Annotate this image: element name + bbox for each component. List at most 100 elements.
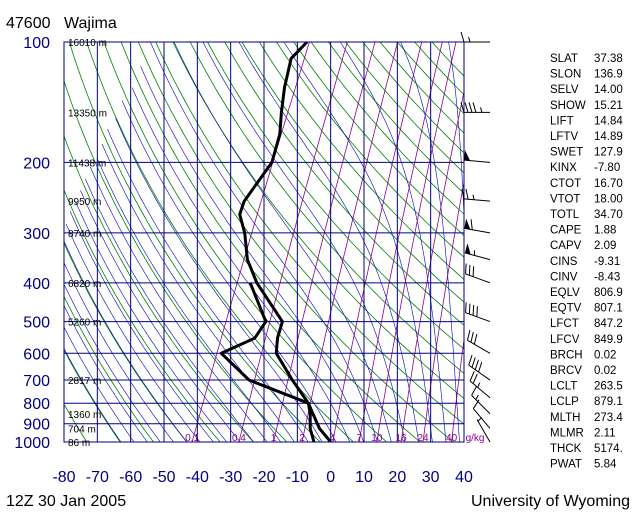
index-name: LFCT <box>550 318 579 330</box>
index-name: BRCH <box>550 349 583 361</box>
station-number: 47600 <box>6 15 51 32</box>
index-name: CINV <box>550 271 578 283</box>
dry-adiabat-line <box>311 42 640 451</box>
wind-barb-full <box>472 358 475 368</box>
index-name: SLON <box>550 69 581 81</box>
index-name: SLAT <box>550 53 578 65</box>
height-label: 704 m <box>68 424 96 435</box>
wind-barb <box>473 400 490 429</box>
wind-barb-staff <box>465 253 490 260</box>
index-name: MLMR <box>550 427 584 439</box>
index-value: 1.88 <box>594 225 616 237</box>
wind-barb-half <box>476 395 478 400</box>
temperature-tick-label: 0 <box>326 469 335 486</box>
temperature-tick-label: -10 <box>286 469 309 486</box>
index-value: 5.84 <box>594 459 617 471</box>
temperature-tick-label: -20 <box>252 469 275 486</box>
temperature-tick-label: 10 <box>355 469 373 486</box>
index-value: 806.9 <box>594 287 623 299</box>
mixing-ratio-label: 24 <box>417 433 429 444</box>
pressure-tick-label: 700 <box>23 373 50 390</box>
temperature-tick-label: -60 <box>119 469 142 486</box>
pressure-tick-label: 500 <box>23 315 50 332</box>
wind-barb <box>466 264 490 283</box>
wind-barb-full <box>474 334 476 344</box>
wind-barb-full <box>472 386 477 395</box>
wind-barb <box>465 243 490 259</box>
temperature-tick-label: -70 <box>86 469 109 486</box>
index-value: -8.43 <box>594 271 620 283</box>
pressure-tick-label: 400 <box>23 276 50 293</box>
wind-barb-full <box>469 304 470 314</box>
height-label: 11438 m <box>68 158 106 169</box>
moist-adiabat-line <box>85 179 260 451</box>
mixing-ratio-line <box>358 42 443 451</box>
moist-adiabat-line <box>150 42 380 451</box>
index-name: THCK <box>550 443 582 455</box>
index-value: 849.9 <box>594 334 623 346</box>
index-value: 807.1 <box>594 303 623 315</box>
mixing-ratio-label: 1 <box>271 433 277 444</box>
height-label: 6820 m <box>68 279 101 290</box>
mixing-ratio-label: g/kg <box>466 433 485 444</box>
wind-barb-half <box>469 37 471 42</box>
index-name: CAPV <box>550 240 582 252</box>
wind-barb-full <box>461 32 464 42</box>
index-name: LCLP <box>550 396 579 408</box>
wind-barb <box>461 32 490 42</box>
index-name: CINS <box>550 256 578 268</box>
pressure-tick-label: 900 <box>23 417 50 434</box>
pressure-tick-label: 200 <box>23 155 50 172</box>
index-value: 0.02 <box>594 365 616 377</box>
height-label: 2817 m <box>68 376 101 387</box>
index-value: 273.4 <box>594 412 623 424</box>
index-name: LFCV <box>550 334 580 346</box>
temperature-tick-label: -30 <box>219 469 242 486</box>
wind-barb-full <box>466 264 467 274</box>
temperature-tick-label: -80 <box>52 469 75 486</box>
temperature-tick-label: -50 <box>152 469 175 486</box>
wind-barb-full <box>473 400 479 409</box>
wind-barb-full <box>470 371 474 381</box>
index-value: 2.09 <box>594 240 616 252</box>
wind-barb <box>464 218 490 232</box>
wind-barb <box>462 189 490 201</box>
mixing-ratio-label: 0.4 <box>232 433 246 444</box>
temperature-tick-label: 20 <box>388 469 406 486</box>
wind-barb-half <box>478 417 482 421</box>
index-value: 5174. <box>594 443 623 455</box>
wind-barb-full <box>473 102 476 112</box>
index-value: 15.21 <box>594 100 623 112</box>
height-label: 16010 m <box>68 38 107 49</box>
plot-area <box>0 42 640 451</box>
index-value: -7.80 <box>594 162 620 174</box>
height-label: 8740 m <box>68 229 101 240</box>
source-label: University of Wyoming <box>471 493 630 510</box>
wind-barb-flag <box>465 243 471 254</box>
wind-barb-flag <box>464 150 470 160</box>
wind-barb-staff <box>464 228 490 233</box>
height-label: 5260 m <box>68 318 101 329</box>
wind-barb-full <box>473 266 474 276</box>
wind-barb-full <box>471 332 473 342</box>
wind-barb-full <box>466 302 467 312</box>
mixing-ratio-label: 2 <box>299 433 305 444</box>
index-value: 263.5 <box>594 381 623 393</box>
wind-barb-full <box>471 219 472 229</box>
temperature-tick-label: -40 <box>186 469 209 486</box>
index-value: 37.38 <box>594 53 623 65</box>
pressure-tick-label: 1000 <box>14 435 50 452</box>
mixing-ratio-line <box>272 42 375 451</box>
index-name: SELV <box>550 84 579 96</box>
index-name: LCLT <box>550 381 577 393</box>
index-value: 14.00 <box>594 84 623 96</box>
wind-barb-full <box>469 355 472 365</box>
index-value: 18.00 <box>594 193 623 205</box>
mixing-ratio-label: 10 <box>371 433 383 444</box>
index-value: 2.11 <box>594 427 616 439</box>
height-label: 9950 m <box>68 197 101 208</box>
wind-barb-half <box>481 107 483 112</box>
wind-barb-full <box>469 102 472 112</box>
wind-barb-staff <box>472 395 490 413</box>
